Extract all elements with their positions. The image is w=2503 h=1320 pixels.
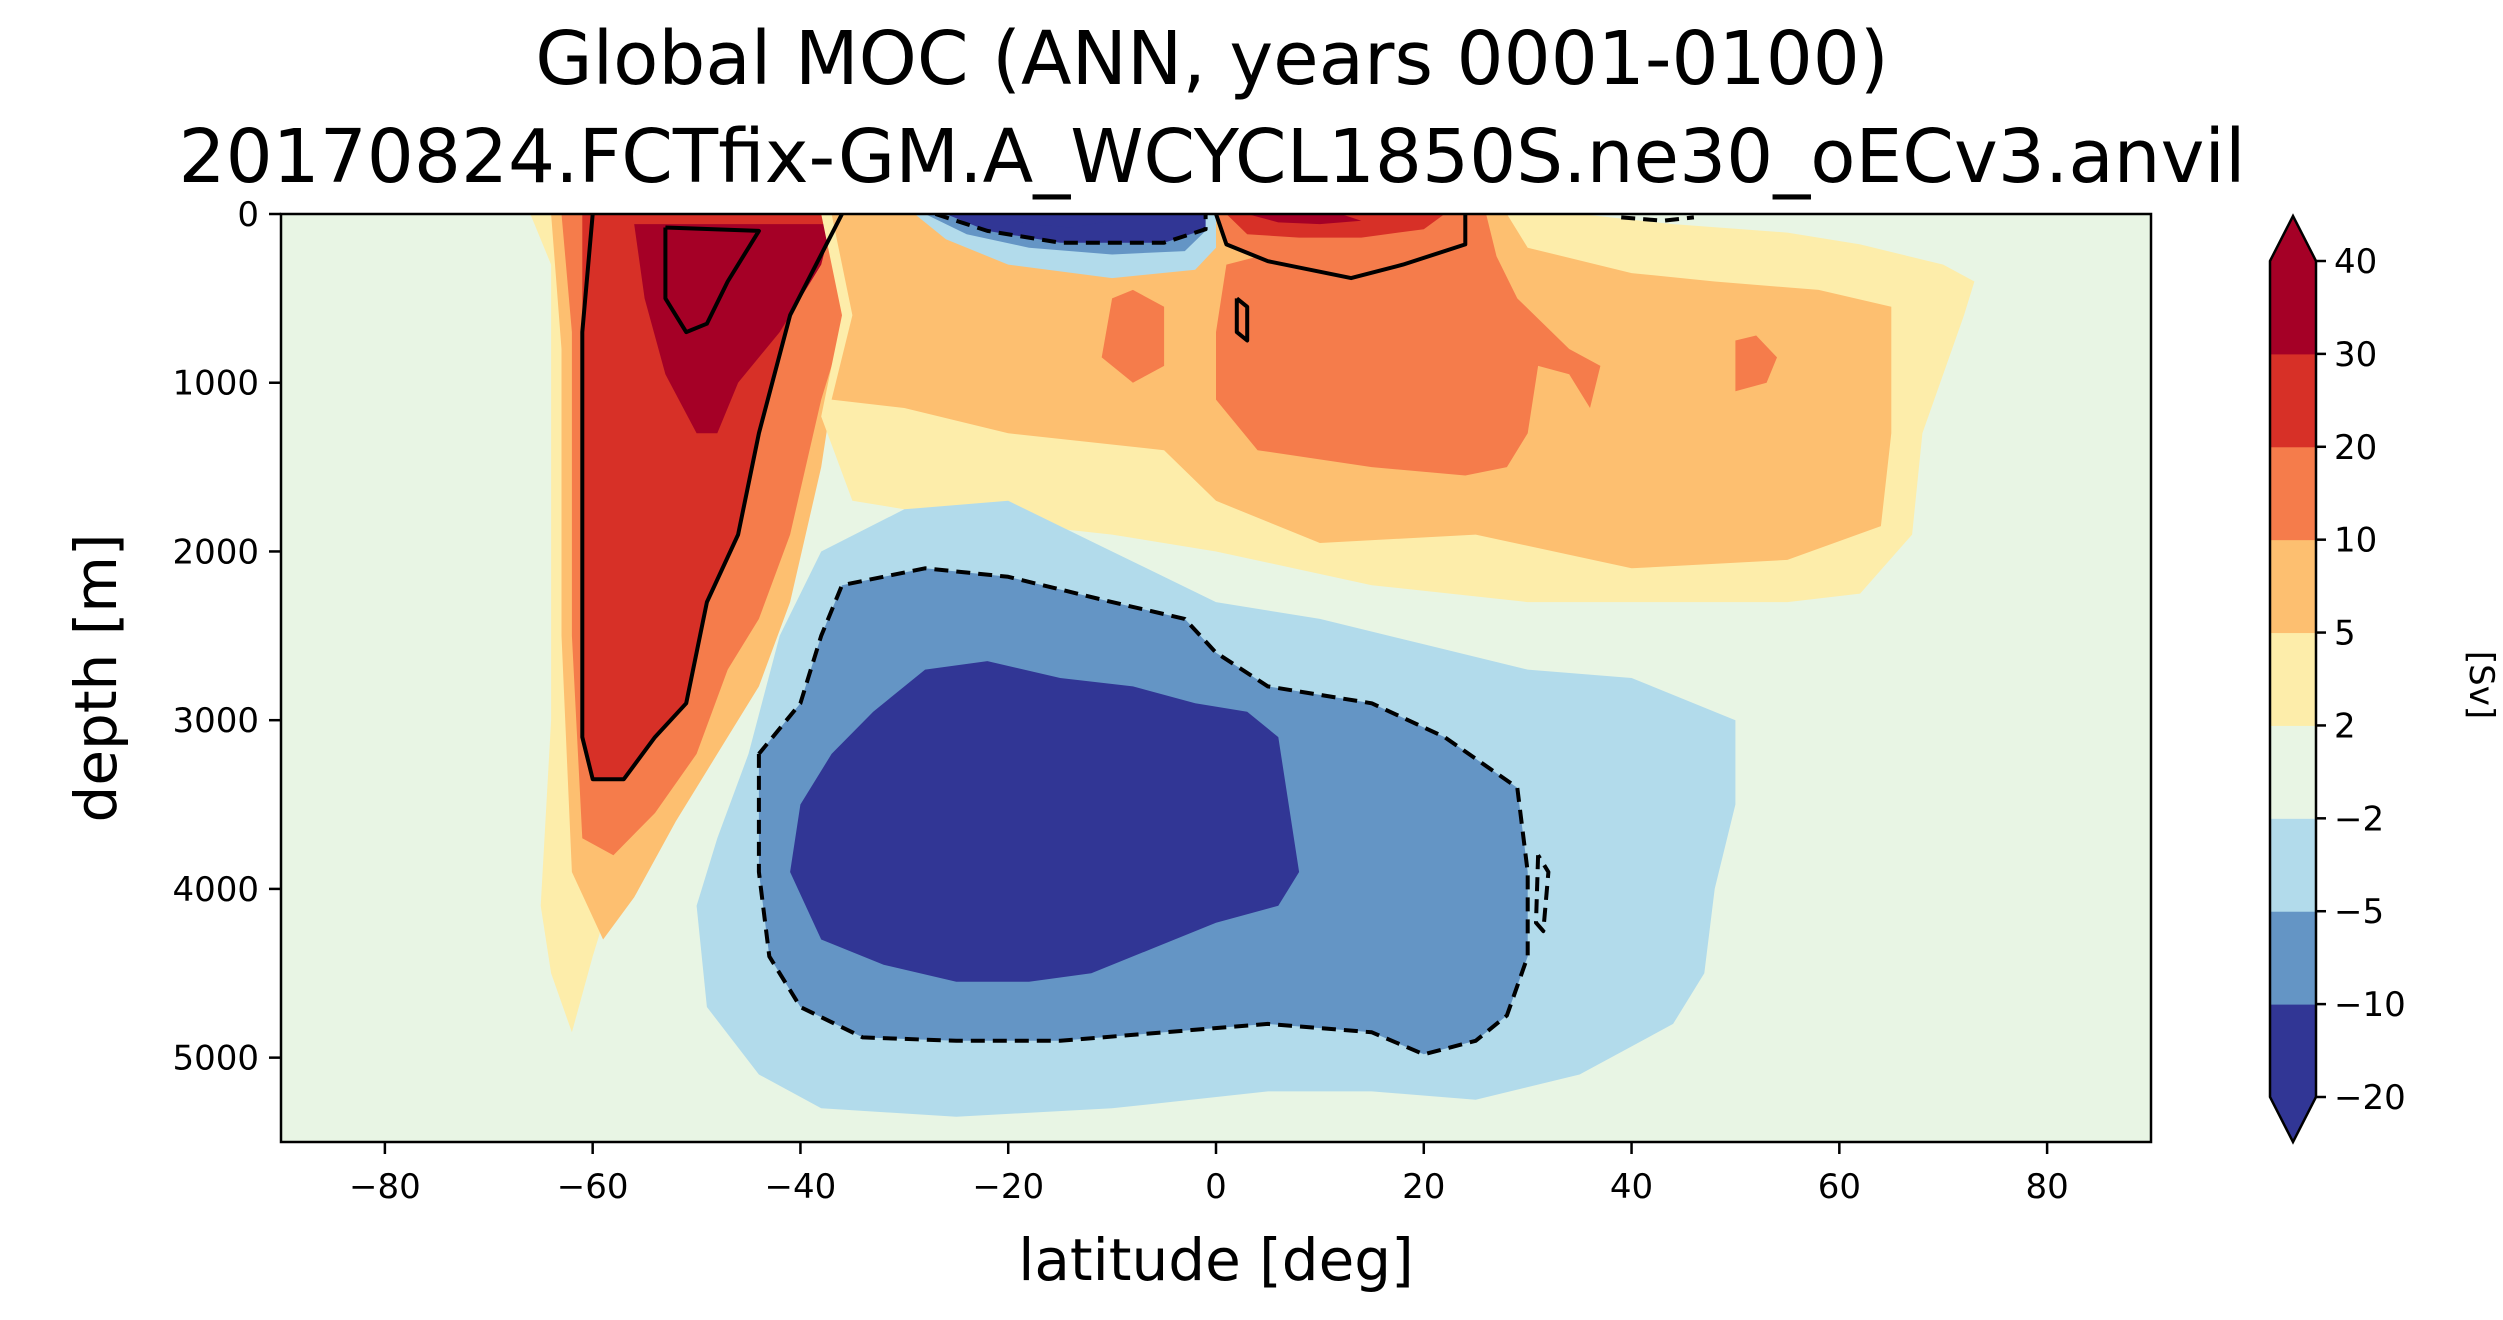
contour-line-trop-north-20-line — [1214, 214, 1468, 281]
y-tick-label: 2000 — [172, 532, 259, 572]
colorbar-segment — [2270, 911, 2316, 1005]
x-tick-label: −20 — [972, 1167, 1044, 1207]
colorbar-tick-label: 5 — [2334, 614, 2356, 654]
x-tick-label: 20 — [1402, 1167, 1445, 1207]
chart-title-line2: 20170824.FCTfix-GM.A_WCYCL1850S.ne30_oEC… — [178, 114, 2245, 200]
contour-fill-trop-north-40 — [1247, 214, 1362, 225]
colorbar-tick-label: −5 — [2334, 892, 2384, 932]
colorbar-tick-label: 30 — [2334, 335, 2377, 375]
colorbar-segment — [2270, 725, 2316, 819]
colorbar-segment — [2270, 632, 2316, 726]
contour-fill-abyss-10 — [790, 661, 1300, 982]
contour-fill-upper-10-b — [1101, 289, 1165, 383]
x-tick-label: −40 — [765, 1167, 837, 1207]
contour-line-abyss-side-line — [1534, 854, 1551, 934]
colorbar: −20 −10 −5 −2 2 5 10 20 30 40 — [2268, 213, 2406, 1145]
y-tick-label: 1000 — [172, 364, 259, 404]
x-tick-label: −80 — [349, 1167, 421, 1207]
contour-line-abyss-10-line — [756, 566, 1530, 1057]
x-tick-label: −60 — [557, 1167, 629, 1207]
colorbar-segment — [2270, 539, 2316, 634]
colorbar-extend-max — [2270, 216, 2316, 261]
colorbar-segment — [2270, 353, 2316, 448]
x-tick-label: 60 — [1818, 1167, 1861, 1207]
colorbar-tick-label: 40 — [2334, 242, 2377, 282]
colorbar-segment — [2270, 1004, 2316, 1098]
contour-line-trop-north-small-line — [1234, 296, 1250, 343]
colorbar-tick-label: 2 — [2334, 706, 2356, 746]
plot-area — [279, 212, 2153, 1144]
colorbar-tick-label: −2 — [2334, 799, 2384, 839]
y-tick-label: 4000 — [172, 870, 259, 910]
contour-fill-upper-10-c — [1735, 335, 1777, 392]
contour-line-so-30-line — [663, 225, 761, 335]
x-tick-label: 80 — [2025, 1167, 2068, 1207]
chart-title-line1: Global MOC (ANN, years 0001-0100) — [535, 16, 1889, 102]
y-tick-label: 0 — [237, 195, 259, 235]
colorbar-extend-min — [2270, 1097, 2316, 1142]
contour-line-trop-south-10-line — [934, 214, 1208, 245]
x-tick-label: 40 — [1610, 1167, 1653, 1207]
colorbar-tick-label: 20 — [2334, 428, 2377, 468]
contour-line-top-right-line — [1621, 215, 1695, 223]
contour-fill-so-cell-30 — [634, 224, 832, 434]
contour-lines — [580, 214, 1695, 1057]
contour-fill-so-cell-20 — [582, 214, 842, 780]
y-tick-label: 3000 — [172, 701, 259, 741]
colorbar-segment — [2270, 261, 2316, 355]
colorbar-label: [Sv] — [2461, 651, 2501, 719]
colorbar-segment — [2270, 446, 2316, 541]
contour-fill-upper-10-a — [1216, 214, 1601, 476]
y-axis-label: depth [m] — [62, 533, 130, 822]
colorbar-segment — [2270, 818, 2316, 912]
colorbar-tick-label: −20 — [2334, 1078, 2406, 1118]
contour-line-so-20-line — [580, 214, 844, 782]
colorbar-tick-label: −10 — [2334, 985, 2406, 1025]
contour-fill-trop-south-10 — [945, 214, 1206, 243]
y-tick-label: 5000 — [172, 1039, 259, 1079]
x-axis: −80 −60 −40 −20 0 20 40 60 80 — [349, 1142, 2069, 1207]
y-axis: 0 1000 2000 3000 4000 5000 — [172, 195, 281, 1079]
x-tick-label: 0 — [1205, 1167, 1227, 1207]
contour-fill-trop-south-20 — [987, 214, 1113, 228]
colorbar-tick-label: 10 — [2334, 521, 2377, 561]
x-axis-label: latitude [deg] — [1018, 1226, 1414, 1294]
